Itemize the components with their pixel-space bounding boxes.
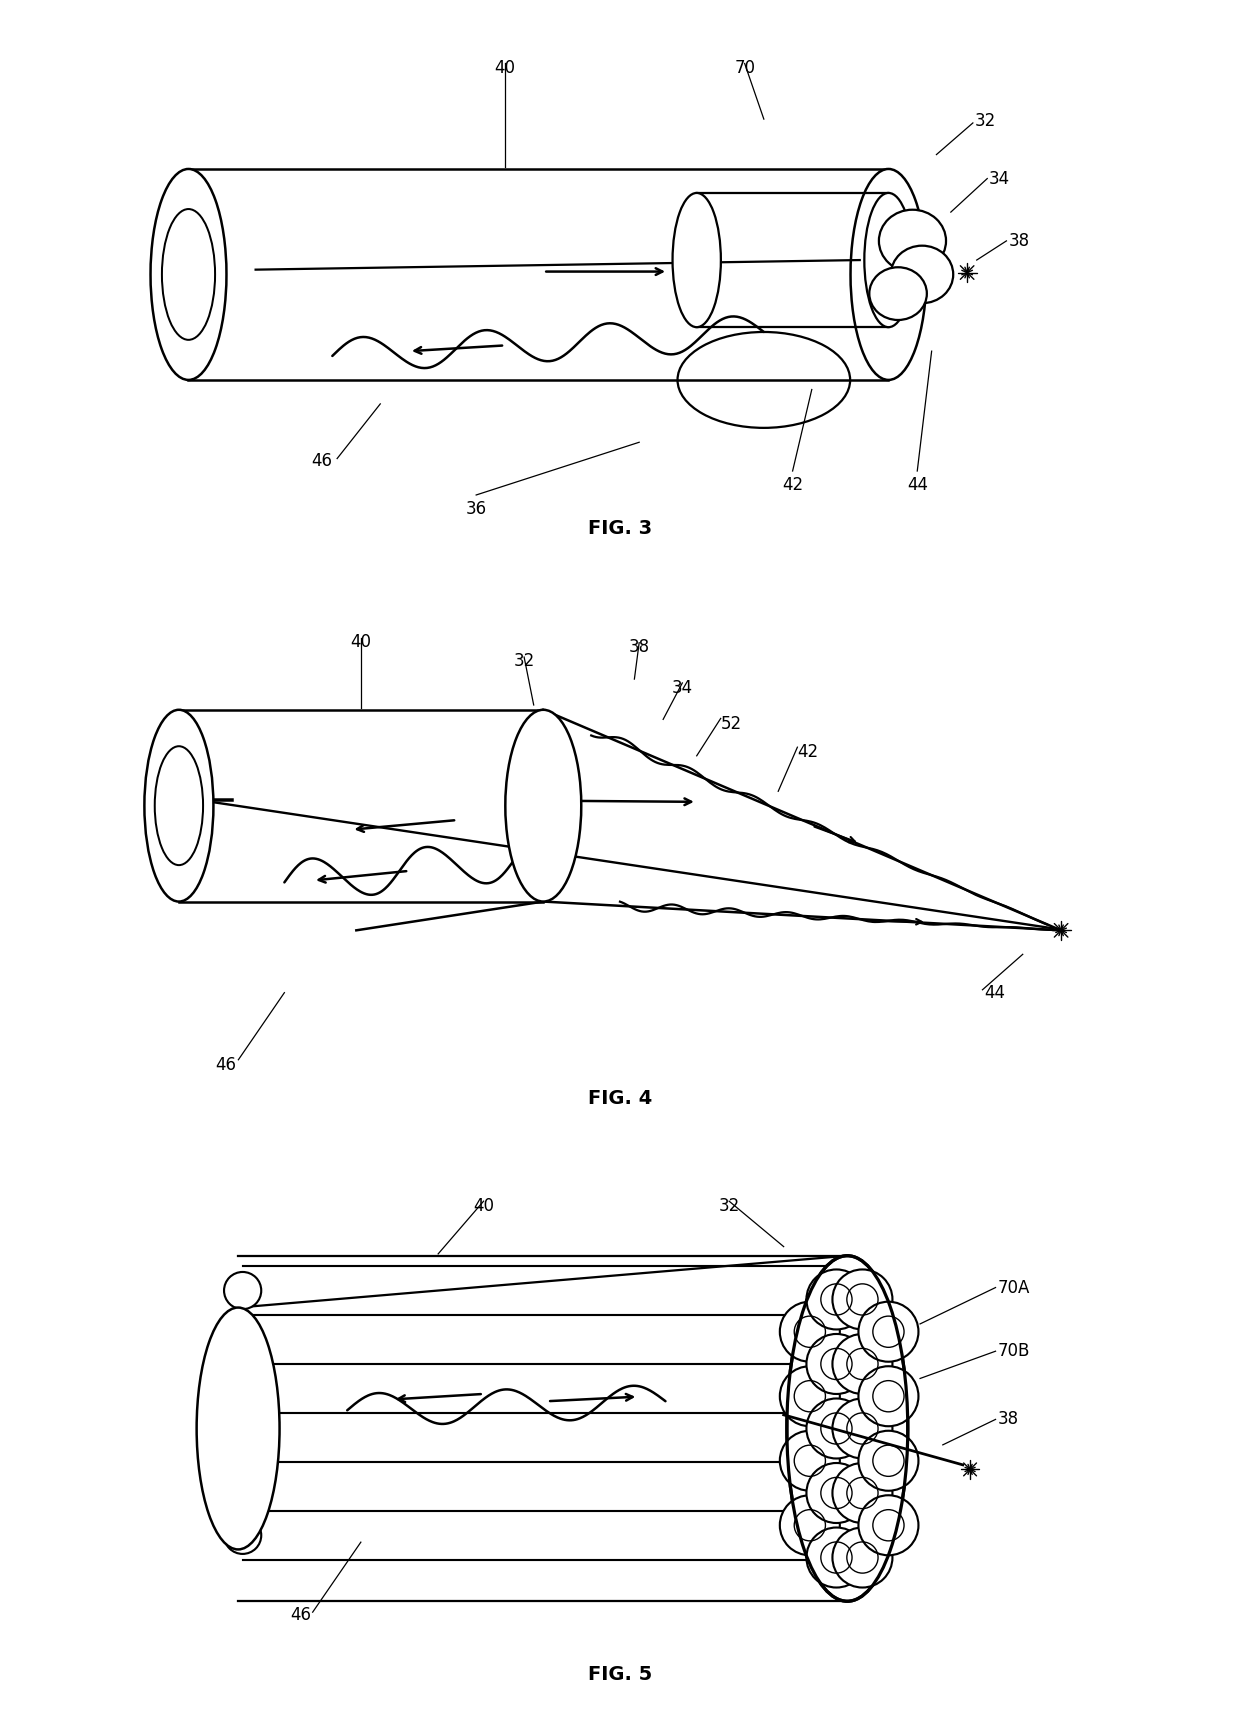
- Text: FIG. 4: FIG. 4: [588, 1088, 652, 1108]
- Circle shape: [832, 1333, 893, 1394]
- Ellipse shape: [851, 168, 926, 380]
- Text: 70B: 70B: [997, 1342, 1029, 1361]
- Text: 32: 32: [513, 653, 534, 670]
- Circle shape: [858, 1495, 919, 1555]
- Circle shape: [780, 1495, 839, 1555]
- Text: 42: 42: [782, 476, 804, 493]
- Ellipse shape: [144, 710, 213, 901]
- Ellipse shape: [890, 247, 954, 304]
- Circle shape: [858, 1302, 919, 1361]
- Circle shape: [806, 1528, 867, 1587]
- Text: 36: 36: [465, 500, 487, 517]
- Ellipse shape: [787, 1255, 908, 1601]
- Ellipse shape: [150, 168, 227, 380]
- Circle shape: [806, 1463, 867, 1522]
- Ellipse shape: [879, 210, 946, 273]
- Circle shape: [806, 1333, 867, 1394]
- Circle shape: [224, 1321, 262, 1358]
- Circle shape: [780, 1302, 839, 1361]
- Circle shape: [806, 1269, 867, 1330]
- Ellipse shape: [197, 1307, 279, 1550]
- Ellipse shape: [506, 710, 582, 901]
- Text: 70A: 70A: [997, 1278, 1029, 1297]
- Circle shape: [806, 1399, 867, 1458]
- Text: 34: 34: [672, 679, 693, 698]
- Ellipse shape: [672, 193, 720, 326]
- Text: 44: 44: [906, 476, 928, 493]
- Text: 40: 40: [351, 634, 372, 651]
- Text: FIG. 3: FIG. 3: [588, 519, 652, 538]
- Circle shape: [832, 1399, 893, 1458]
- Text: 70: 70: [734, 59, 755, 76]
- Text: 32: 32: [975, 113, 996, 130]
- Circle shape: [224, 1418, 262, 1457]
- Text: 34: 34: [990, 170, 1011, 187]
- Text: 44: 44: [985, 984, 1006, 1002]
- Text: FIG. 5: FIG. 5: [588, 1665, 652, 1684]
- Text: 40: 40: [495, 59, 516, 76]
- Text: 38: 38: [1008, 233, 1029, 250]
- Circle shape: [858, 1366, 919, 1427]
- Circle shape: [832, 1269, 893, 1330]
- Ellipse shape: [869, 267, 926, 319]
- Circle shape: [224, 1517, 262, 1554]
- Circle shape: [832, 1463, 893, 1522]
- Ellipse shape: [864, 193, 913, 326]
- Circle shape: [832, 1528, 893, 1587]
- Circle shape: [780, 1430, 839, 1491]
- Text: 52: 52: [720, 715, 742, 733]
- Text: 40: 40: [474, 1196, 494, 1215]
- Circle shape: [224, 1467, 262, 1505]
- Text: 38: 38: [629, 637, 650, 656]
- Text: 46: 46: [311, 453, 332, 470]
- Text: 46: 46: [216, 1055, 237, 1073]
- Text: 32: 32: [718, 1196, 740, 1215]
- Text: 46: 46: [290, 1606, 311, 1623]
- Circle shape: [224, 1272, 262, 1309]
- Circle shape: [224, 1370, 262, 1408]
- Circle shape: [858, 1430, 919, 1491]
- Circle shape: [780, 1366, 839, 1427]
- Text: 42: 42: [797, 743, 818, 762]
- Text: 38: 38: [997, 1410, 1018, 1429]
